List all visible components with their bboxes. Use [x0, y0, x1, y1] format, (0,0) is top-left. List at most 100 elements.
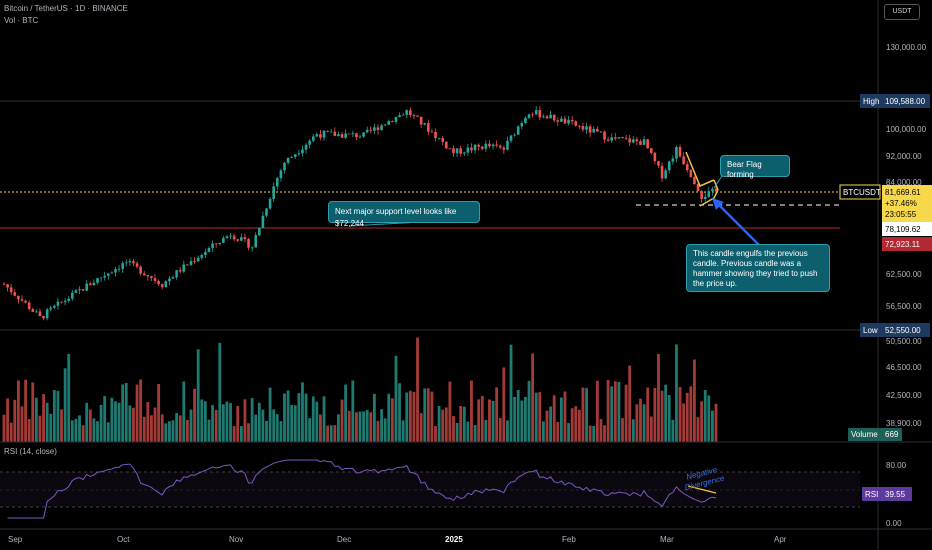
candle-body [279, 170, 283, 179]
candle-body [35, 311, 38, 313]
high-value: 109,588.00 [885, 97, 926, 106]
volume-bar [459, 405, 463, 442]
candle-body [85, 283, 89, 291]
volume-bar [78, 415, 81, 442]
candle-body [556, 120, 560, 122]
candle-body [387, 121, 391, 125]
candle-body [60, 301, 63, 303]
volume-bar [455, 423, 459, 442]
volume-bar [344, 384, 348, 442]
bear-flag-callout: Bear Flag forming [720, 155, 790, 179]
x-label-feb: Feb [562, 535, 576, 544]
volume-bar [534, 392, 538, 442]
volume-bar [606, 379, 610, 442]
x-label-2025: 2025 [445, 535, 463, 544]
volume-bar [696, 417, 700, 442]
volume-bar [38, 415, 42, 442]
volume-bar [124, 383, 128, 442]
candle-body [581, 125, 585, 130]
candle-body [639, 141, 642, 145]
volume-bar [106, 422, 110, 442]
volume-bar [430, 391, 434, 442]
volume-bar [20, 406, 24, 442]
candle-body [531, 114, 534, 116]
volume-bar [52, 390, 56, 442]
volume-bar [635, 404, 639, 442]
volume-bar [9, 422, 13, 442]
volume-bar [207, 419, 211, 442]
candle-body [308, 140, 311, 145]
candle-body [484, 143, 488, 149]
volume-bar [520, 400, 524, 442]
candle-body [707, 191, 711, 197]
volume-bar [642, 404, 646, 442]
rsi-line [7, 459, 717, 519]
candle-body [678, 146, 682, 157]
volume-bar [387, 393, 391, 442]
volume-bar [466, 421, 470, 442]
volume-bar [171, 420, 175, 442]
tick-92000: 92,000.00 [886, 152, 922, 161]
price-change: +37.46% [885, 199, 917, 208]
x-label-apr: Apr [774, 535, 787, 544]
candle-body [462, 152, 466, 154]
candle-body [42, 316, 45, 319]
volume-bar [232, 426, 236, 442]
candle-body [358, 136, 362, 138]
candle-body [178, 270, 182, 272]
volume-bar [574, 406, 578, 442]
volume-bar [452, 416, 455, 442]
candle-body [27, 302, 31, 310]
candle-body [369, 129, 373, 131]
volume-bar [470, 380, 473, 442]
candle-body [301, 149, 304, 154]
volume-bar [556, 422, 560, 442]
candle-body [570, 119, 574, 122]
candle-body [448, 148, 452, 150]
candle-body [657, 161, 660, 166]
candle-body [218, 242, 222, 245]
volume-bar [448, 381, 452, 442]
volume-bar [405, 392, 409, 442]
volume-bar [211, 404, 214, 442]
volume-bar [513, 396, 517, 442]
volume-bar [383, 418, 387, 442]
volume-bar [275, 414, 279, 442]
candle-body [121, 263, 124, 269]
volume-bar [257, 402, 261, 442]
volume-bar [175, 413, 179, 442]
volume-bar [214, 409, 218, 442]
volume-bar [531, 353, 535, 442]
candle-body [71, 292, 74, 299]
volume-bar [178, 415, 182, 442]
candle-body [642, 139, 646, 145]
candle-body [567, 119, 570, 124]
candle-body [711, 188, 714, 192]
candle-body [610, 137, 614, 141]
candle-body [164, 281, 168, 288]
volume-bar [203, 401, 207, 442]
volume-bar [707, 395, 711, 442]
candle-body [124, 262, 128, 264]
volume-bar [559, 397, 563, 442]
volume-bar [88, 409, 92, 442]
x-label-sep: Sep [8, 535, 23, 544]
tick-100000: 100,000.00 [886, 125, 927, 134]
candle-body [74, 290, 78, 293]
currency-selector[interactable]: USDT [884, 4, 920, 20]
rsi-title: RSI (14, close) [4, 447, 57, 456]
volume-bar [671, 419, 675, 442]
candle-body [412, 115, 416, 116]
candle-body [186, 264, 189, 266]
candle-body [437, 138, 441, 139]
candle-body [693, 177, 696, 185]
candle-body [142, 273, 146, 276]
candle-body [106, 273, 110, 276]
volume-bar [60, 409, 63, 442]
candle-body [236, 239, 240, 241]
candle-body [222, 237, 225, 243]
candle-body [157, 280, 160, 285]
x-label-dec: Dec [337, 535, 351, 544]
candle-body [268, 198, 272, 209]
